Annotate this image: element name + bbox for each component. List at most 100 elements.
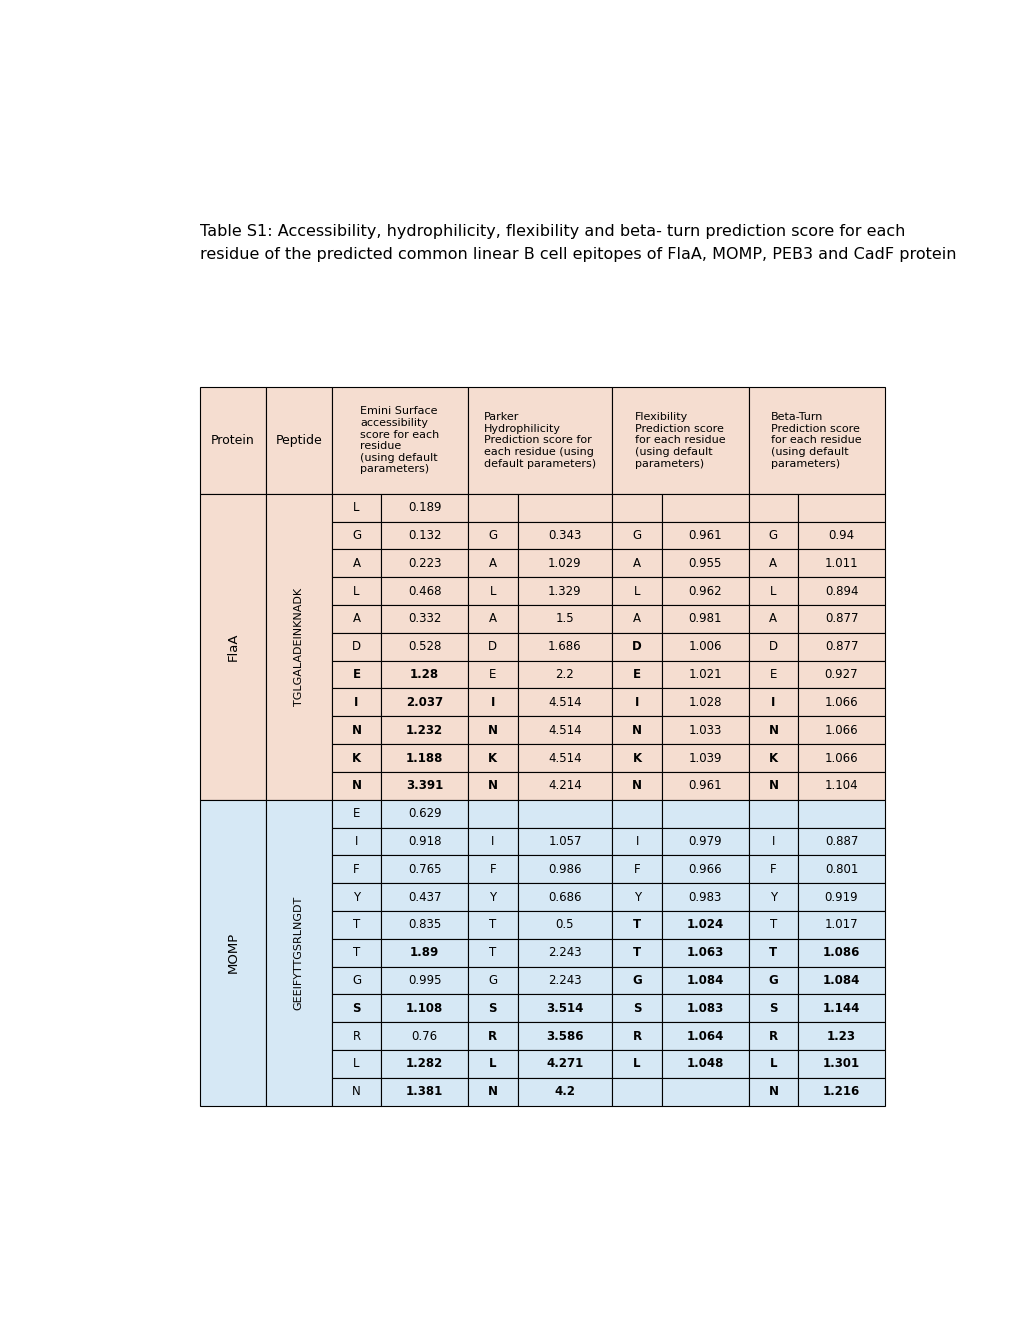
Bar	[748, 1051, 798, 1078]
Bar	[468, 744, 518, 772]
Bar	[331, 994, 381, 1022]
Text: L: L	[633, 585, 640, 598]
Text: F: F	[353, 863, 360, 875]
Bar	[381, 1051, 468, 1078]
Bar	[518, 577, 611, 605]
Text: 0.983: 0.983	[688, 891, 721, 904]
Text: 0.894: 0.894	[824, 585, 857, 598]
Bar	[468, 966, 518, 994]
Text: K: K	[632, 751, 641, 764]
Text: E: E	[489, 668, 496, 681]
Bar	[518, 661, 611, 689]
Bar	[381, 577, 468, 605]
Bar	[381, 689, 468, 717]
Bar	[611, 994, 661, 1022]
Text: A: A	[768, 612, 776, 626]
Text: A: A	[353, 557, 360, 570]
Bar	[611, 661, 661, 689]
Text: I: I	[490, 836, 494, 847]
Text: I: I	[634, 696, 639, 709]
Bar	[266, 494, 331, 800]
Bar	[468, 717, 518, 744]
Bar	[518, 911, 611, 939]
Bar	[381, 1078, 468, 1106]
Bar	[748, 939, 798, 966]
Bar	[468, 828, 518, 855]
Text: 4.214: 4.214	[547, 779, 581, 792]
Text: D: D	[488, 640, 497, 653]
Bar	[331, 772, 381, 800]
Text: 0.5: 0.5	[555, 919, 574, 932]
Bar	[331, 828, 381, 855]
Text: A: A	[633, 612, 641, 626]
Bar	[518, 939, 611, 966]
Bar	[468, 605, 518, 632]
Text: N: N	[352, 1085, 361, 1098]
Bar	[518, 966, 611, 994]
Bar	[468, 1051, 518, 1078]
Bar	[611, 387, 748, 494]
Bar	[518, 521, 611, 549]
Bar	[661, 855, 748, 883]
Bar	[200, 494, 266, 800]
Text: G: G	[767, 974, 777, 987]
Text: 1.024: 1.024	[686, 919, 723, 932]
Text: 0.765: 0.765	[408, 863, 441, 875]
Text: 4.514: 4.514	[547, 723, 581, 737]
Text: 1.144: 1.144	[822, 1002, 859, 1015]
Bar	[661, 1078, 748, 1106]
Text: N: N	[487, 779, 497, 792]
Bar	[611, 494, 661, 521]
Text: N: N	[767, 779, 777, 792]
Bar	[331, 855, 381, 883]
Text: L: L	[489, 585, 495, 598]
Text: L: L	[353, 1057, 360, 1071]
Text: 0.961: 0.961	[688, 529, 721, 543]
Text: 0.979: 0.979	[688, 836, 721, 847]
Bar	[331, 521, 381, 549]
Text: 1.282: 1.282	[406, 1057, 443, 1071]
Bar	[798, 661, 883, 689]
Text: 1.029: 1.029	[547, 557, 581, 570]
Bar	[661, 939, 748, 966]
Text: D: D	[632, 640, 641, 653]
Bar	[798, 605, 883, 632]
Bar	[331, 1078, 381, 1106]
Bar	[748, 387, 883, 494]
Text: 0.835: 0.835	[408, 919, 441, 932]
Bar	[748, 1078, 798, 1106]
Bar	[331, 883, 381, 911]
Bar	[468, 1078, 518, 1106]
Bar	[331, 689, 381, 717]
Bar	[331, 549, 381, 577]
Text: TGLGALADEINKNADK: TGLGALADEINKNADK	[293, 587, 304, 706]
Text: 3.391: 3.391	[406, 779, 443, 792]
Bar	[611, 1022, 661, 1051]
Bar	[798, 632, 883, 661]
Text: L: L	[769, 1057, 776, 1071]
Text: 1.017: 1.017	[824, 919, 857, 932]
Text: 0.961: 0.961	[688, 779, 721, 792]
Bar	[798, 744, 883, 772]
Text: G: G	[488, 529, 497, 543]
Bar	[518, 1051, 611, 1078]
Bar	[331, 494, 381, 521]
Bar	[798, 800, 883, 828]
Bar	[381, 939, 468, 966]
Bar	[661, 744, 748, 772]
Text: 0.995: 0.995	[408, 974, 441, 987]
Text: R: R	[353, 1030, 361, 1043]
Text: F: F	[769, 863, 775, 875]
Bar	[518, 772, 611, 800]
Text: Y: Y	[633, 891, 640, 904]
Bar	[518, 549, 611, 577]
Text: 1.329: 1.329	[547, 585, 581, 598]
Text: 1.033: 1.033	[688, 723, 721, 737]
Text: Protein: Protein	[211, 434, 255, 447]
Bar	[468, 939, 518, 966]
Bar	[381, 911, 468, 939]
Bar	[798, 939, 883, 966]
Text: 1.232: 1.232	[406, 723, 443, 737]
Bar	[661, 828, 748, 855]
Text: T: T	[768, 946, 776, 960]
